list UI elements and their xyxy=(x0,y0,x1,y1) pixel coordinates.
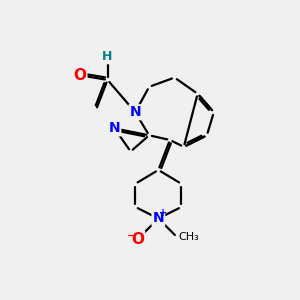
Text: CH₃: CH₃ xyxy=(178,232,199,242)
Text: H: H xyxy=(102,50,113,63)
Text: N: N xyxy=(109,122,120,135)
Text: O: O xyxy=(73,68,86,83)
Text: N: N xyxy=(153,212,164,226)
Text: −: − xyxy=(126,231,136,241)
Text: O: O xyxy=(131,232,144,247)
Text: +: + xyxy=(159,208,167,218)
Text: N: N xyxy=(130,105,141,119)
